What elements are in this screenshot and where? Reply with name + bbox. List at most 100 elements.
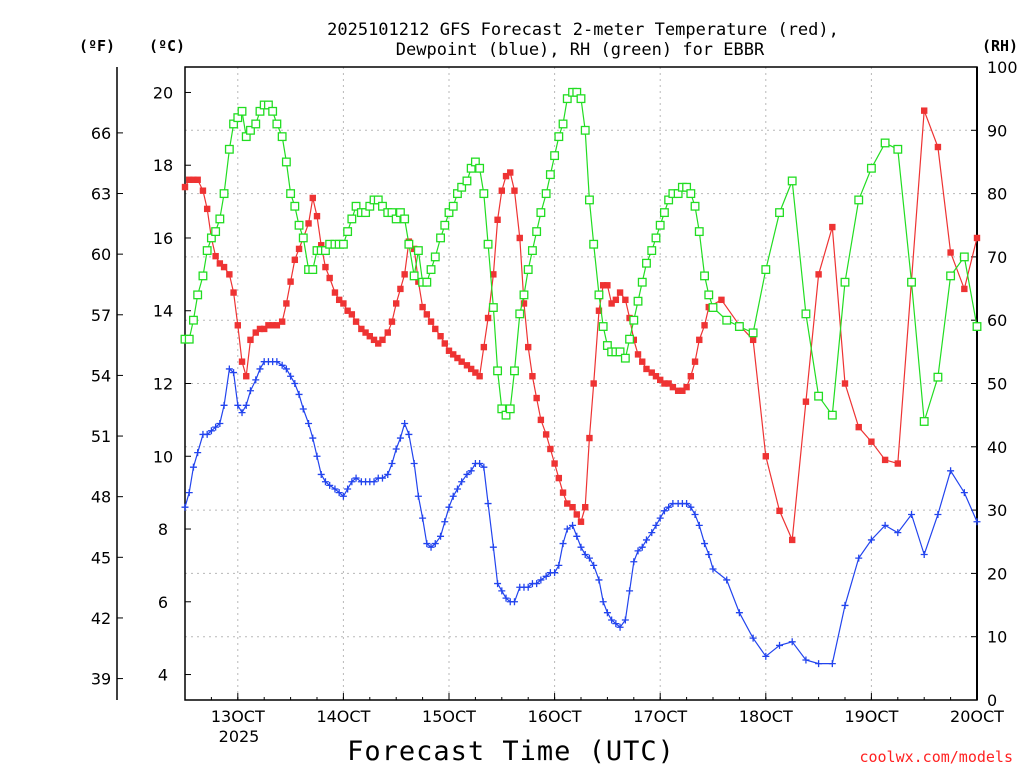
rh-point bbox=[959, 252, 969, 262]
temperature-point bbox=[397, 285, 404, 293]
dewpoint-point bbox=[533, 580, 541, 588]
temperature-point bbox=[472, 369, 479, 376]
temperature-point bbox=[480, 343, 488, 351]
temperature-point bbox=[427, 318, 435, 325]
fahrenheit-axis: 39 42 45 48 51 54 57 60 63 66 bbox=[91, 124, 123, 689]
temperature-point bbox=[362, 329, 369, 336]
dewpoint-point bbox=[642, 536, 650, 544]
temperature-point bbox=[533, 394, 540, 402]
temperature-point bbox=[643, 365, 650, 373]
rh-point bbox=[801, 309, 811, 319]
dewpoint-point bbox=[498, 587, 506, 595]
temperature-point bbox=[212, 252, 219, 260]
dewpoint-point bbox=[480, 463, 488, 471]
rh-point bbox=[554, 132, 564, 142]
dewpoint-point bbox=[687, 503, 695, 511]
temperature-point bbox=[313, 212, 321, 220]
rh-point bbox=[775, 208, 784, 218]
celsius-unit-label: (ºC) bbox=[149, 37, 185, 55]
temperature-point bbox=[220, 263, 228, 271]
rh-point bbox=[488, 303, 498, 312]
dewpoint-point bbox=[388, 460, 396, 468]
temperature-point bbox=[278, 318, 286, 325]
temperature-point bbox=[555, 474, 563, 482]
temperature-point bbox=[701, 322, 708, 329]
celsius-tick-label: 12 bbox=[153, 375, 173, 394]
dewpoint-point bbox=[559, 540, 567, 548]
fahrenheit-tick-label: 39 bbox=[91, 670, 111, 689]
temperature-point bbox=[432, 325, 439, 333]
dewpoint-point bbox=[181, 503, 189, 511]
dewpoint-point bbox=[287, 372, 295, 380]
dewpoint-point bbox=[524, 583, 532, 591]
celsius-axis: 4 6 8 10 12 14 16 18 20 bbox=[153, 83, 191, 685]
dewpoint-point bbox=[652, 521, 660, 529]
temperature-point bbox=[454, 354, 461, 362]
fahrenheit-tick-label: 45 bbox=[91, 548, 111, 567]
dewpoint-point bbox=[335, 489, 343, 497]
rh-point bbox=[426, 265, 436, 275]
dewpoint-point bbox=[665, 503, 673, 511]
temperature-point bbox=[599, 282, 607, 289]
dewpoint-point bbox=[616, 623, 624, 631]
dewpoint-point bbox=[348, 478, 356, 486]
dewpoint-point bbox=[453, 485, 461, 493]
rh-point bbox=[268, 106, 278, 116]
temperature-point bbox=[287, 278, 294, 285]
temperature-point bbox=[273, 322, 281, 329]
rh-point bbox=[615, 347, 625, 357]
temperature-point bbox=[507, 169, 514, 176]
temperature-point bbox=[595, 307, 603, 314]
rh-point bbox=[211, 227, 221, 237]
dewpoint-point bbox=[581, 550, 589, 558]
rh-point bbox=[589, 239, 599, 249]
rh-point bbox=[298, 233, 308, 243]
rh-point bbox=[448, 201, 458, 211]
dewpoint-point bbox=[291, 380, 299, 387]
rh-point bbox=[919, 417, 929, 426]
rh-point bbox=[647, 246, 657, 256]
temperature-point bbox=[679, 387, 686, 394]
rh-point bbox=[972, 322, 982, 331]
temperature-point bbox=[331, 289, 339, 296]
temperature-point bbox=[295, 245, 303, 253]
rh-point bbox=[308, 265, 318, 275]
rh-point bbox=[907, 277, 916, 287]
rh-point bbox=[510, 366, 519, 376]
temperature-point bbox=[247, 336, 254, 344]
rh-point bbox=[576, 94, 586, 104]
temperature-point bbox=[326, 274, 333, 282]
temperature-point bbox=[423, 311, 431, 318]
dewpoint-point bbox=[234, 401, 242, 409]
dewpoint-point bbox=[427, 543, 435, 551]
dewpoint-point bbox=[599, 598, 607, 606]
dewpoint-point bbox=[437, 532, 445, 540]
dewpoint-point bbox=[815, 660, 823, 668]
temperature-point bbox=[622, 296, 629, 304]
rh-point bbox=[505, 404, 515, 414]
temperature-point bbox=[305, 220, 312, 227]
rh-point bbox=[880, 138, 890, 148]
rh-point bbox=[184, 334, 194, 344]
dewpoint-point bbox=[776, 641, 784, 649]
celsius-tick-label: 8 bbox=[158, 520, 168, 539]
rh-point bbox=[193, 290, 203, 300]
temperature-point bbox=[802, 398, 810, 405]
rh-point bbox=[734, 322, 744, 331]
dewpoint-point bbox=[238, 409, 246, 417]
dewpoint-point bbox=[203, 430, 211, 438]
celsius-tick-label: 6 bbox=[158, 593, 168, 612]
temperature-point bbox=[463, 362, 471, 369]
temperature-point bbox=[520, 300, 528, 307]
rh-point bbox=[523, 265, 533, 275]
dewpoint-point bbox=[638, 543, 646, 551]
rh-point bbox=[251, 119, 261, 129]
dewpoint-point bbox=[414, 492, 422, 500]
temperature-point bbox=[776, 507, 783, 515]
rh-tick-label: 50 bbox=[987, 375, 1007, 394]
dewpoint-point bbox=[339, 492, 347, 500]
temperature-point bbox=[547, 445, 554, 453]
rh-axis: 0 10 20 30 40 50 60 70 80 90 100 bbox=[971, 58, 1018, 710]
dewpoint-point bbox=[370, 478, 378, 486]
temperature-point bbox=[379, 336, 386, 344]
